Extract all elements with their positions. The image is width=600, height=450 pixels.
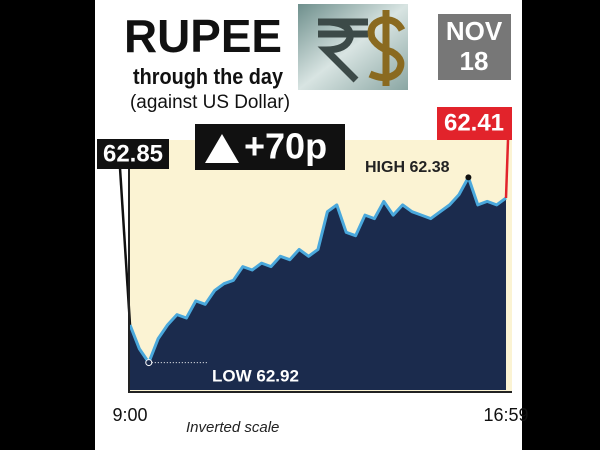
low-label: LOW 62.92 <box>212 366 299 385</box>
high-label: HIGH 62.38 <box>365 159 450 176</box>
date-box <box>438 14 511 80</box>
low-marker <box>145 359 153 367</box>
x-tick-label: 16:59 <box>483 405 528 425</box>
note: (against US Dollar) <box>130 92 290 113</box>
close-box <box>437 107 512 140</box>
line <box>128 175 507 365</box>
subtitle: through the day <box>133 64 284 89</box>
close-label: 62.41 <box>444 109 504 136</box>
date-month: NOV <box>446 16 503 46</box>
up-triangle <box>205 134 239 163</box>
area <box>130 177 506 390</box>
open-box <box>97 139 169 169</box>
open-label: 62.85 <box>103 140 163 167</box>
close-pointer <box>504 139 510 199</box>
change-label: +70p <box>244 126 327 167</box>
plot <box>118 139 512 393</box>
date-day: 18 <box>460 46 489 76</box>
high-marker <box>465 174 472 181</box>
chart-title: RUPEE <box>124 10 282 62</box>
currency-icon <box>298 4 408 90</box>
x-axis-label: Inverted scale <box>186 419 279 436</box>
x-tick-label: 9:00 <box>112 405 147 425</box>
